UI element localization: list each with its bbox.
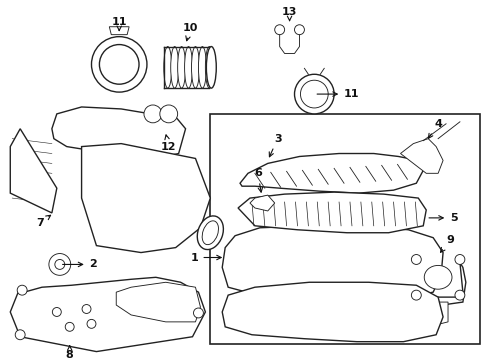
Text: 10: 10: [183, 23, 198, 41]
Text: 11: 11: [111, 17, 127, 31]
Ellipse shape: [170, 46, 178, 88]
Polygon shape: [52, 107, 185, 158]
Polygon shape: [238, 192, 426, 233]
Text: 8: 8: [66, 346, 73, 360]
Circle shape: [410, 290, 421, 300]
Text: 11: 11: [316, 89, 359, 99]
Circle shape: [82, 305, 91, 314]
Circle shape: [294, 25, 304, 35]
Circle shape: [193, 308, 203, 318]
Polygon shape: [407, 253, 465, 307]
Polygon shape: [240, 153, 423, 193]
Circle shape: [274, 25, 284, 35]
Polygon shape: [222, 226, 442, 302]
Circle shape: [294, 74, 333, 114]
Circle shape: [143, 105, 162, 123]
Circle shape: [55, 260, 64, 269]
Ellipse shape: [177, 46, 185, 88]
Polygon shape: [222, 282, 442, 342]
Ellipse shape: [198, 46, 206, 88]
Text: 6: 6: [253, 168, 262, 192]
Circle shape: [17, 285, 27, 295]
Polygon shape: [426, 302, 447, 327]
Text: 3: 3: [269, 134, 281, 157]
Circle shape: [99, 45, 139, 84]
Text: 9: 9: [440, 235, 453, 252]
Circle shape: [91, 37, 147, 92]
Polygon shape: [249, 195, 274, 211]
Text: 5: 5: [428, 213, 457, 223]
Circle shape: [52, 307, 61, 316]
Circle shape: [87, 319, 96, 328]
Circle shape: [454, 290, 464, 300]
Polygon shape: [400, 139, 442, 173]
Ellipse shape: [163, 46, 171, 88]
Ellipse shape: [205, 46, 213, 88]
Circle shape: [49, 253, 71, 275]
Circle shape: [300, 80, 327, 108]
Ellipse shape: [184, 46, 192, 88]
Text: 2: 2: [62, 260, 97, 269]
Polygon shape: [116, 282, 200, 322]
Polygon shape: [10, 129, 57, 213]
Polygon shape: [10, 277, 205, 352]
Circle shape: [410, 255, 421, 265]
Ellipse shape: [191, 46, 199, 88]
Text: 12: 12: [161, 135, 176, 152]
Ellipse shape: [197, 216, 223, 249]
Ellipse shape: [206, 46, 216, 88]
Circle shape: [160, 105, 177, 123]
Text: 7: 7: [36, 215, 50, 228]
Bar: [210, 114, 479, 344]
Text: 13: 13: [281, 7, 297, 21]
Ellipse shape: [202, 221, 218, 245]
Ellipse shape: [424, 265, 451, 289]
Text: 1: 1: [190, 252, 221, 262]
Polygon shape: [81, 144, 210, 253]
Text: 4: 4: [427, 119, 441, 138]
Circle shape: [65, 322, 74, 331]
Circle shape: [15, 330, 25, 340]
Circle shape: [454, 255, 464, 265]
Polygon shape: [109, 27, 129, 35]
